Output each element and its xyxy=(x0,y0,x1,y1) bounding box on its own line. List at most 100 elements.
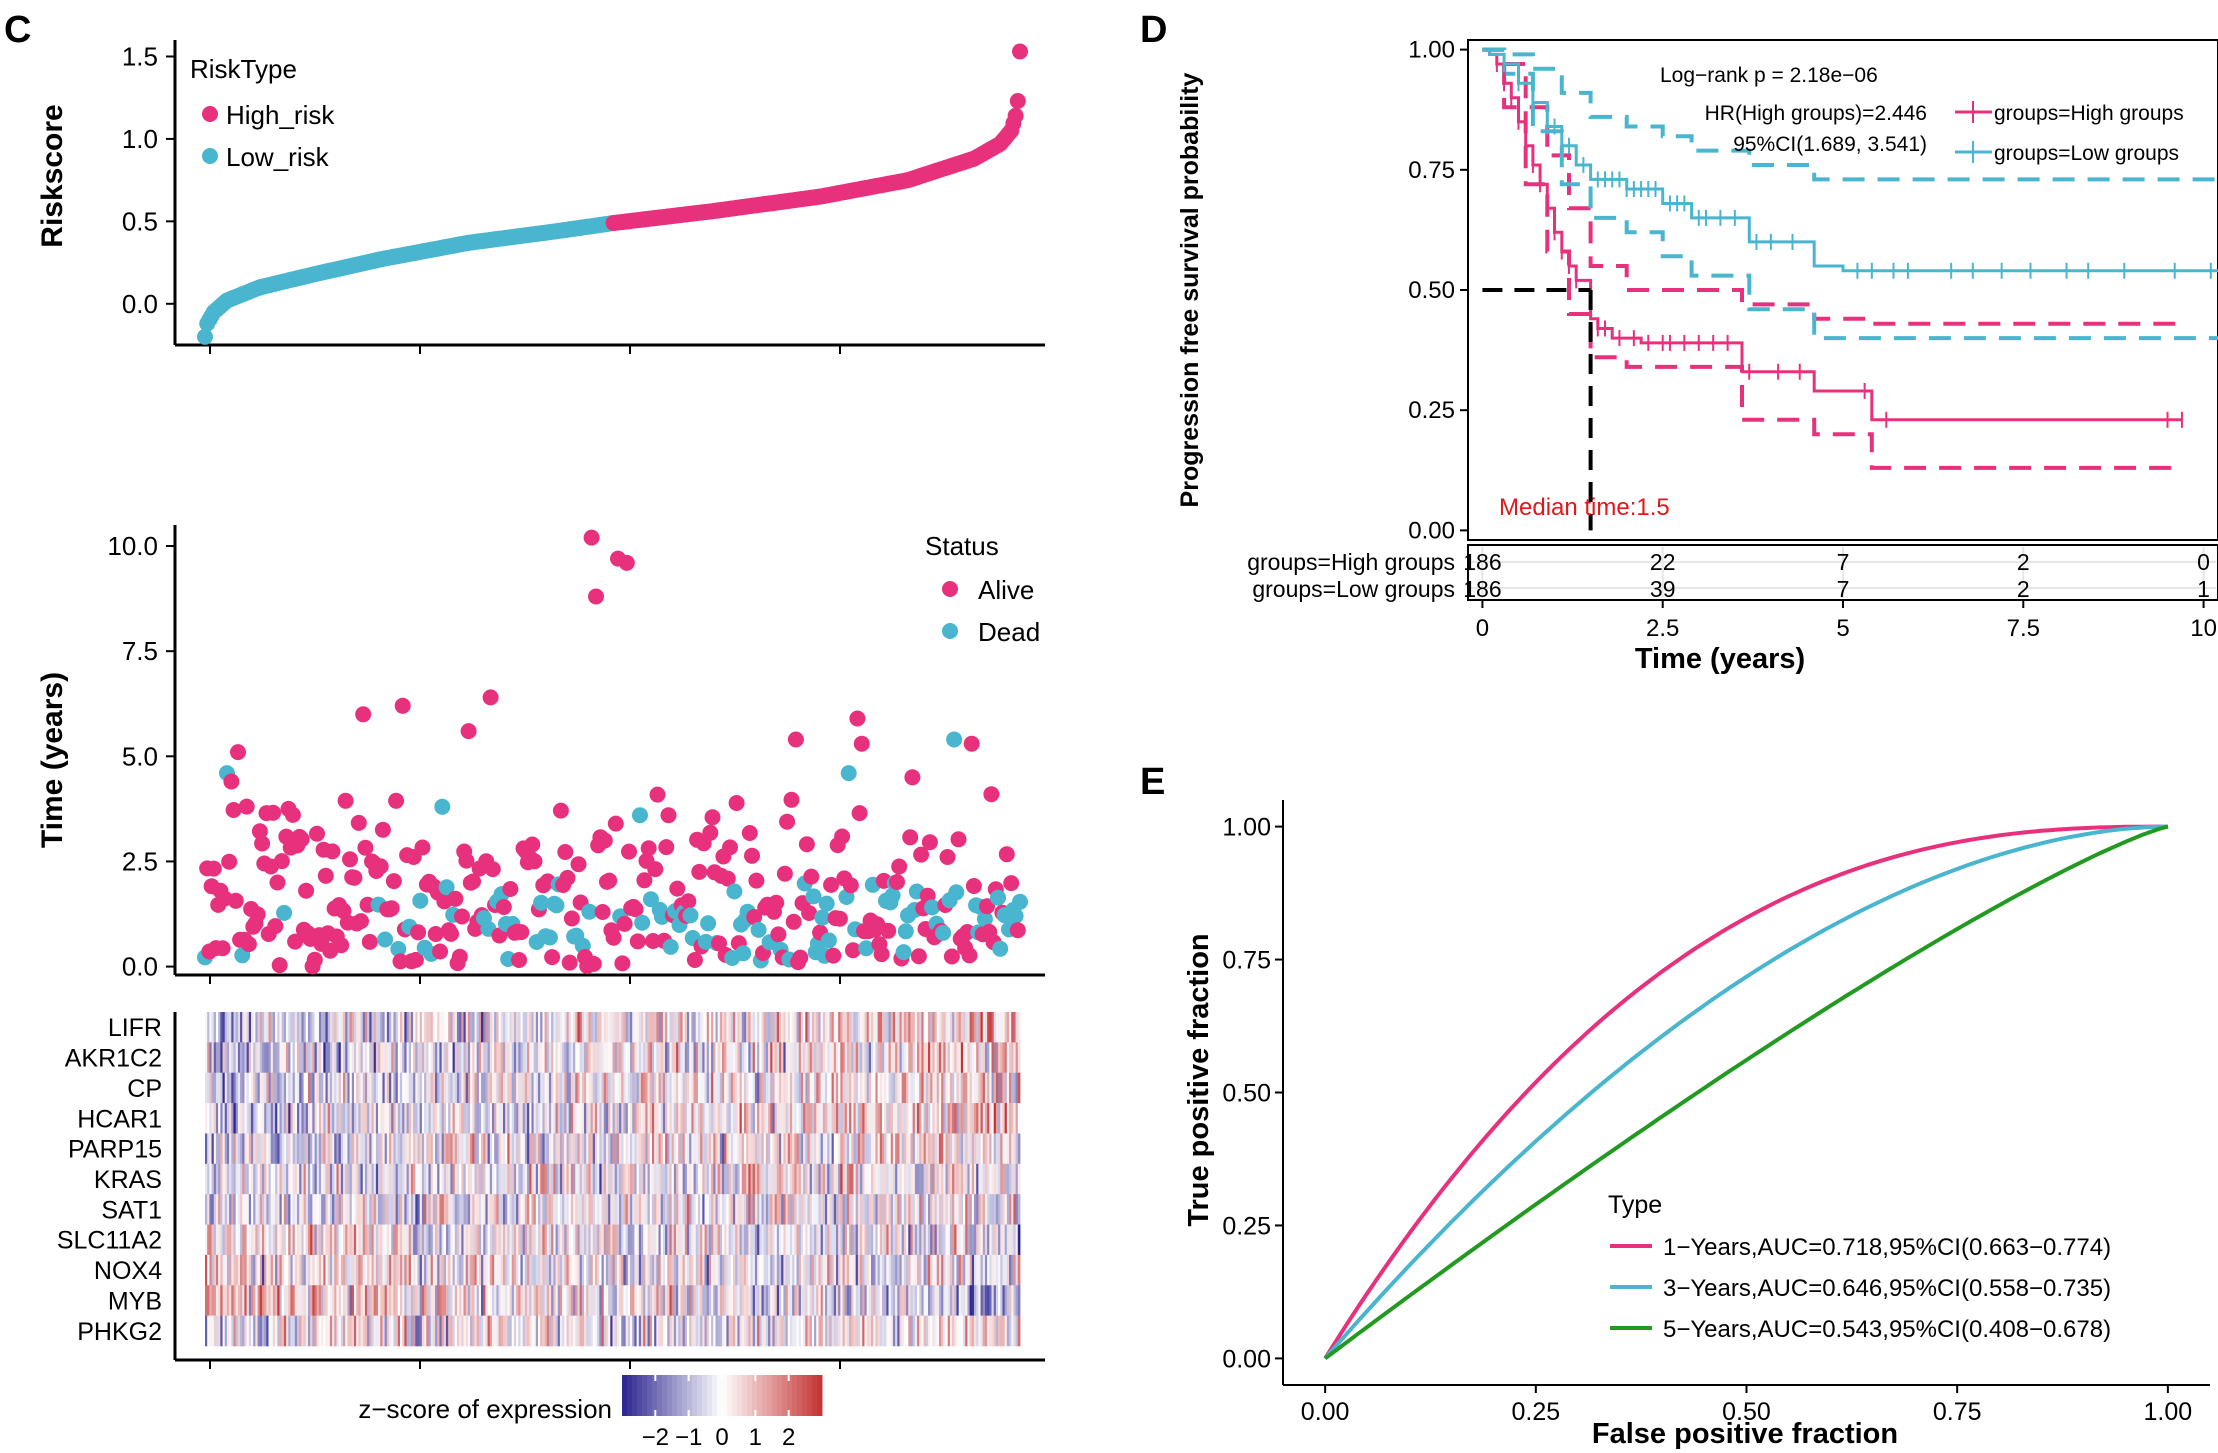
heatmap-cell xyxy=(564,1012,567,1043)
heatmap-cell xyxy=(768,1133,771,1165)
heatmap-cell xyxy=(415,1285,418,1316)
heatmap-cell xyxy=(831,1103,835,1134)
heatmap-cell xyxy=(697,1072,701,1104)
heatmap-cell xyxy=(520,1133,524,1165)
heatmap-cell xyxy=(669,1315,673,1347)
heatmap-cell xyxy=(702,1315,705,1347)
heatmap-cell xyxy=(630,1254,633,1286)
heatmap-cell xyxy=(509,1163,513,1195)
heatmap-cell xyxy=(283,1254,287,1286)
heatmap-cell xyxy=(513,1103,517,1134)
heatmap-cell xyxy=(380,1254,383,1286)
heatmap-cell xyxy=(971,1163,975,1195)
heatmap-cell xyxy=(995,1224,999,1256)
heatmap-cell xyxy=(825,1012,828,1043)
heatmap-cell xyxy=(522,1194,526,1225)
heatmap-cell xyxy=(792,1042,795,1074)
heatmap-cell xyxy=(757,1224,760,1256)
heatmap-cell xyxy=(796,1072,800,1104)
heatmap-cell xyxy=(305,1194,309,1225)
heatmap-cell xyxy=(487,1012,491,1043)
heatmap-cell xyxy=(454,1072,458,1104)
heatmap-cell xyxy=(375,1103,379,1134)
heatmap-cell xyxy=(465,1042,469,1074)
heatmap-cell xyxy=(343,1103,346,1134)
heatmap-cell xyxy=(868,1042,872,1074)
alive-point xyxy=(407,951,424,968)
heatmap-cell xyxy=(389,1163,392,1195)
heatmap-cell xyxy=(610,1042,613,1074)
heatmap-cell xyxy=(678,1194,681,1225)
heatmap-cell xyxy=(910,1224,914,1256)
heatmap-cell xyxy=(927,1285,931,1316)
heatmap-cell xyxy=(976,1194,979,1225)
heatmap-cell xyxy=(323,1224,326,1256)
heatmap-cell xyxy=(415,1224,418,1256)
heatmap-cell xyxy=(700,1224,703,1256)
heatmap-cell xyxy=(728,1315,732,1347)
heatmap-cell xyxy=(272,1224,276,1256)
heatmap-cell xyxy=(487,1042,491,1074)
heatmap-cell xyxy=(465,1103,469,1134)
heatmap-cell xyxy=(255,1285,258,1316)
heatmap-cell xyxy=(226,1012,230,1043)
heatmap-cell xyxy=(1009,1072,1012,1104)
heatmap-cell xyxy=(546,1042,550,1074)
heatmap-cell xyxy=(954,1103,957,1134)
heatmap-cell xyxy=(761,1042,765,1074)
heatmap-cell xyxy=(772,1224,776,1256)
heatmap-cell xyxy=(752,1254,756,1286)
heatmap-cell xyxy=(647,1072,651,1104)
heatmap-cell xyxy=(693,1163,697,1195)
heatmap-cell xyxy=(527,1133,530,1165)
alive-point xyxy=(559,869,576,886)
heatmap-cell xyxy=(218,1012,221,1043)
heatmap-cell xyxy=(478,1133,482,1165)
heatmap-cell xyxy=(625,1194,629,1225)
heatmap-cell xyxy=(932,1254,935,1286)
heatmap-cell xyxy=(730,1194,734,1225)
heatmap-cell xyxy=(292,1012,296,1043)
heatmap-cell xyxy=(934,1285,938,1316)
heatmap-cell xyxy=(474,1133,478,1165)
legend-high-risk-marker xyxy=(202,106,218,122)
heatmap-cell xyxy=(448,1315,451,1347)
heatmap-cell xyxy=(906,1133,909,1165)
heatmap-cell xyxy=(393,1163,396,1195)
heatmap-cell xyxy=(743,1315,747,1347)
heatmap-cell xyxy=(789,1103,793,1134)
heatmap-cell xyxy=(408,1103,412,1134)
heatmap-cell xyxy=(301,1194,304,1225)
alive-point xyxy=(669,880,686,897)
heatmap-cell xyxy=(917,1194,920,1225)
km-panel-border xyxy=(1467,39,2218,541)
heatmap-cell xyxy=(542,1042,545,1074)
heatmap-cell xyxy=(684,1224,688,1256)
heatmap-cell xyxy=(548,1315,552,1347)
heatmap-cell xyxy=(708,1254,712,1286)
heatmap-cell xyxy=(575,1315,578,1347)
heatmap-cell xyxy=(312,1194,315,1225)
heatmap-cell xyxy=(257,1103,261,1134)
heatmap-cell xyxy=(259,1315,263,1347)
heatmap-cell xyxy=(835,1315,839,1347)
heatmap-cell xyxy=(270,1133,274,1165)
heatmap-cell xyxy=(634,1285,637,1316)
heatmap-cell xyxy=(257,1133,261,1165)
heatmap-cell xyxy=(395,1254,399,1286)
heatmap-cell xyxy=(246,1224,250,1256)
heatmap-cell xyxy=(386,1103,390,1134)
heatmap-cell xyxy=(768,1194,771,1225)
heatmap-cell xyxy=(877,1012,881,1043)
heatmap-cell xyxy=(224,1163,228,1195)
heatmap-cell xyxy=(489,1133,493,1165)
heatmap-cell xyxy=(700,1042,703,1074)
heatmap-cell xyxy=(338,1042,342,1074)
heatmap-cell xyxy=(483,1194,486,1225)
heatmap-cell xyxy=(371,1163,375,1195)
heatmap-cell xyxy=(901,1103,905,1134)
heatmap-cell xyxy=(991,1103,995,1134)
heatmap-cell xyxy=(297,1072,300,1104)
heatmap-cell xyxy=(684,1254,688,1286)
heatmap-cell xyxy=(253,1012,256,1043)
